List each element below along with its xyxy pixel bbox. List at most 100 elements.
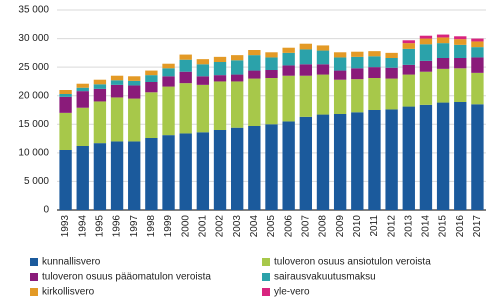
bar-segment: [419, 104, 433, 210]
legend-swatch: [262, 258, 270, 266]
bar-segment: [93, 88, 107, 102]
bar-segment: [316, 74, 330, 115]
bar-segment: [385, 78, 398, 110]
bar-segment: [76, 107, 89, 146]
bar-segment: [265, 57, 278, 70]
bar-segment: [282, 121, 295, 210]
legend-swatch: [30, 273, 38, 281]
x-tick-label: 2005: [266, 215, 277, 238]
bar-segment: [213, 75, 227, 82]
bar-segment: [76, 83, 89, 88]
bar-segment: [213, 81, 227, 130]
bar-segment: [248, 50, 261, 56]
bar-segment: [110, 75, 124, 81]
legend-label: kunnallisvero: [42, 257, 101, 268]
bar-segment: [145, 138, 158, 210]
bar-segment: [351, 68, 364, 80]
bar-segment: [213, 56, 227, 62]
bar-segment: [333, 57, 347, 71]
bar-segment: [471, 41, 484, 48]
bar-segment: [196, 76, 210, 85]
bar-segment: [162, 135, 175, 210]
bar-segment: [316, 45, 330, 51]
x-tick-label: 1993: [60, 215, 71, 238]
x-tick-label: 2003: [232, 215, 243, 238]
bar-segment: [162, 68, 175, 77]
legend-label: sairausvakuutusmaksu: [274, 272, 376, 283]
bar-segment: [145, 82, 158, 93]
bar-segment: [196, 84, 210, 133]
bar-segment: [93, 79, 107, 85]
bar-segment: [454, 39, 467, 45]
bar-segment: [402, 64, 415, 75]
y-tick-label: 25 000: [18, 62, 49, 73]
bar-segment: [196, 132, 210, 210]
x-tick-label: 1995: [95, 215, 106, 238]
bar-segment: [196, 59, 210, 65]
bar-segment: [436, 43, 450, 58]
bar-segment: [145, 70, 158, 76]
legend-label: yle-vero: [274, 287, 310, 298]
bar-segment: [368, 56, 381, 68]
x-tick-label: 2009: [335, 215, 346, 238]
legend-swatch: [30, 258, 38, 266]
bar-segment: [333, 79, 347, 114]
bar-segment: [436, 102, 450, 210]
bar-segment: [385, 109, 398, 210]
bar-segment: [419, 71, 433, 105]
bar-segment: [128, 76, 141, 81]
bar-segment: [471, 72, 484, 105]
bar-segment: [282, 65, 295, 76]
bar-segment: [385, 52, 398, 58]
x-tick-label: 2010: [352, 215, 363, 238]
bar-segment: [402, 106, 415, 210]
bar-segment: [454, 58, 467, 69]
x-tick-label: 1997: [129, 215, 140, 238]
x-tick-label: 2000: [180, 215, 191, 238]
bar-segment: [282, 52, 295, 66]
bar-segment: [351, 79, 364, 113]
bar-segment: [93, 84, 107, 89]
bar-segment: [110, 84, 124, 98]
bar-segment: [351, 56, 364, 69]
bar-segment: [248, 126, 261, 210]
x-tick-label: 2011: [369, 215, 380, 237]
bar-segment: [179, 83, 192, 134]
bar-segment: [316, 50, 330, 65]
bar-segment: [179, 59, 192, 72]
bar-segment: [128, 98, 141, 142]
bar-segment: [179, 54, 192, 60]
bar-segment: [299, 64, 312, 76]
bar-segment: [419, 35, 433, 39]
legend-swatch: [262, 273, 270, 281]
bar-segment: [76, 91, 89, 108]
x-tick-label: 2014: [421, 215, 432, 238]
bar-segment: [419, 60, 433, 72]
bar-segment: [299, 49, 312, 65]
bar-segment: [299, 75, 312, 117]
x-tick-label: 1998: [146, 215, 157, 238]
bar-segment: [93, 143, 107, 210]
bar-segment: [402, 48, 415, 65]
bar-segment: [59, 96, 72, 113]
bar-segment: [454, 102, 467, 210]
x-tick-label: 1994: [77, 215, 88, 238]
bar-segment: [265, 78, 278, 125]
legend-swatch: [30, 288, 38, 296]
bar-segment: [59, 90, 72, 94]
y-tick-label: 35 000: [18, 5, 49, 16]
bar-segment: [110, 141, 124, 210]
y-tick-label: 0: [43, 205, 49, 216]
x-tick-label: 2001: [198, 215, 209, 238]
bar-segment: [265, 70, 278, 78]
bar-segment: [471, 47, 484, 58]
bar-segment: [436, 34, 450, 38]
bar-segment: [128, 141, 141, 210]
bar-segment: [419, 38, 433, 45]
legend-label: tuloveron osuus pääomatulon veroista: [42, 272, 211, 283]
bar-segment: [316, 64, 330, 75]
bar-segment: [128, 85, 141, 99]
bar-segment: [454, 68, 467, 102]
bar-segment: [454, 36, 467, 40]
